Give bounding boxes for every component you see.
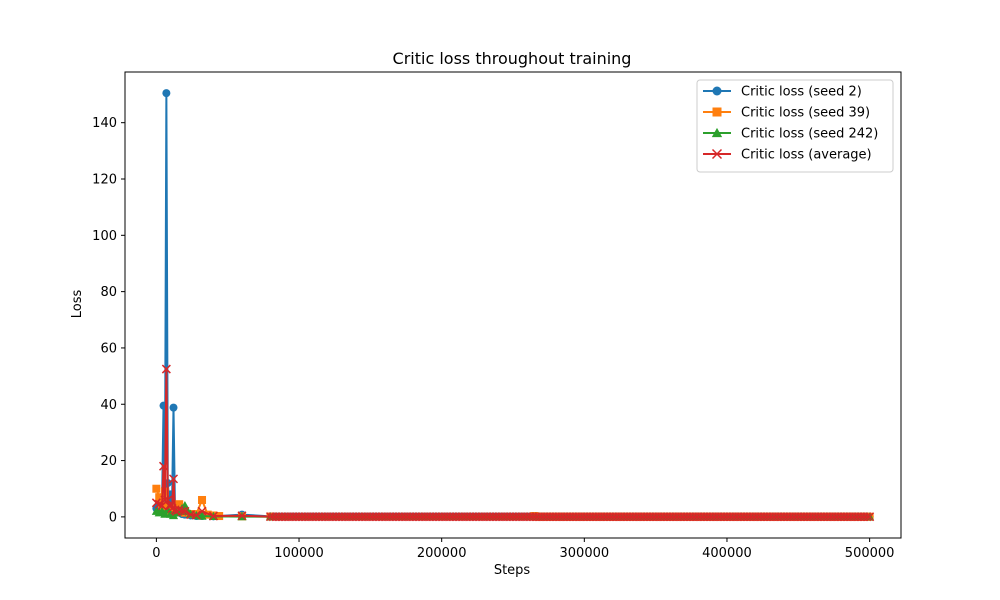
legend-label: Critic loss (seed 2) bbox=[741, 85, 862, 100]
y-tick-label: 100 bbox=[92, 229, 117, 244]
legend-marker bbox=[712, 86, 722, 96]
legend-label: Critic loss (average) bbox=[741, 148, 872, 163]
data-point bbox=[154, 499, 164, 509]
legend-marker bbox=[711, 127, 723, 138]
legend-item: Critic loss (seed 39) bbox=[703, 106, 870, 121]
series-line bbox=[155, 368, 870, 518]
data-point bbox=[167, 503, 177, 513]
data-point bbox=[161, 364, 171, 374]
data-point bbox=[180, 506, 190, 516]
y-tick-label: 120 bbox=[92, 172, 117, 187]
data-point bbox=[168, 474, 179, 484]
data-point bbox=[169, 403, 178, 412]
data-point bbox=[152, 484, 161, 493]
x-tick-label: 500000 bbox=[845, 546, 895, 561]
x-tick-label: 100000 bbox=[274, 546, 324, 561]
y-tick-label: 80 bbox=[100, 285, 117, 300]
legend-label: Critic loss (seed 39) bbox=[741, 106, 870, 121]
legend-item: Critic loss (average) bbox=[703, 148, 872, 163]
legend-box bbox=[696, 79, 894, 173]
data-point bbox=[177, 506, 187, 516]
y-tick-label: 60 bbox=[100, 341, 117, 356]
y-tick-label: 140 bbox=[92, 116, 117, 131]
y-tick-label: 20 bbox=[100, 454, 117, 469]
y-axis-title: Loss bbox=[70, 290, 85, 319]
data-point bbox=[175, 500, 184, 509]
axes-frame bbox=[124, 71, 902, 539]
x-tick-label: 0 bbox=[152, 546, 160, 561]
chart-title: Critic loss throughout training bbox=[393, 49, 632, 68]
series-4 bbox=[151, 364, 875, 522]
y-tick-label: 40 bbox=[100, 398, 117, 413]
x-tick-label: 200000 bbox=[417, 546, 467, 561]
data-point bbox=[197, 506, 207, 516]
x-tick-label: 300000 bbox=[560, 546, 610, 561]
legend: Critic loss (seed 2) Critic loss (seed 39… bbox=[696, 79, 894, 173]
data-point bbox=[155, 493, 164, 502]
axes-layer: 0 100000 200000 300000 400000 500000 0 20 40 60 80… bbox=[92, 71, 902, 561]
data-point bbox=[208, 511, 218, 521]
legend-marker bbox=[712, 107, 722, 117]
data-point bbox=[198, 495, 207, 504]
x-axis-title: Steps bbox=[494, 563, 531, 578]
data-point bbox=[158, 461, 169, 471]
plot-area bbox=[151, 89, 875, 522]
legend-item: Critic loss (seed 2) bbox=[703, 85, 862, 100]
data-point bbox=[191, 510, 201, 520]
data-point bbox=[865, 512, 875, 522]
legend-marker bbox=[711, 148, 723, 160]
data-point bbox=[862, 512, 872, 522]
data-point bbox=[237, 511, 247, 521]
data-point bbox=[163, 495, 173, 505]
x-tick-label: 400000 bbox=[702, 546, 752, 561]
data-point bbox=[151, 498, 161, 508]
legend-item: Critic loss (seed 242) bbox=[703, 127, 878, 142]
legend-label: Critic loss (seed 242) bbox=[741, 127, 878, 142]
data-point bbox=[162, 89, 171, 98]
y-tick-label: 0 bbox=[109, 510, 117, 525]
